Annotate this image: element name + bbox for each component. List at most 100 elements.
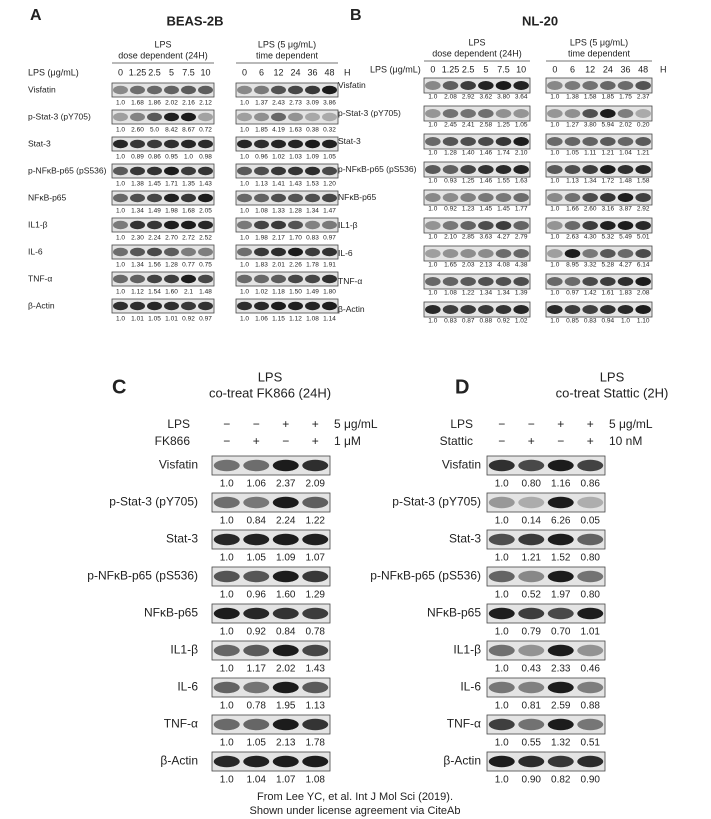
band bbox=[518, 644, 545, 657]
band bbox=[600, 193, 616, 202]
quant-value: 1.0 bbox=[240, 181, 249, 188]
band bbox=[577, 644, 604, 657]
band bbox=[425, 165, 441, 174]
quant-value: 1.0 bbox=[220, 664, 234, 675]
quant-value: 0.51 bbox=[581, 738, 601, 749]
quant-value: 0.77 bbox=[182, 262, 195, 269]
band bbox=[488, 607, 515, 620]
band bbox=[460, 305, 476, 314]
band bbox=[243, 644, 270, 657]
band bbox=[442, 249, 459, 258]
band bbox=[478, 193, 494, 202]
quant-value: 1.77 bbox=[515, 206, 528, 213]
quant-value: 1.0 bbox=[240, 262, 249, 269]
group-header: LPS (5 μg/mL) bbox=[570, 37, 628, 47]
band bbox=[577, 755, 604, 768]
quant-value: 8.42 bbox=[165, 127, 178, 134]
quant-value: 0.55 bbox=[522, 738, 542, 749]
blot bbox=[486, 455, 606, 476]
quant-value: 3.80 bbox=[497, 94, 510, 101]
lane-value: 2.5 bbox=[462, 64, 475, 74]
quant-value: 1.08 bbox=[306, 316, 319, 323]
band bbox=[305, 166, 320, 176]
band bbox=[243, 570, 270, 583]
group-header: LPS bbox=[468, 37, 485, 47]
quant-value: 2.37 bbox=[637, 94, 650, 101]
row-label: p-NFκB-p65 (pS536) bbox=[338, 164, 417, 174]
quant-value: 1.78 bbox=[306, 262, 319, 269]
treatment-sign: − bbox=[498, 417, 505, 431]
group-header: LPS bbox=[154, 39, 171, 49]
band bbox=[488, 533, 515, 546]
band bbox=[582, 277, 598, 286]
band bbox=[164, 166, 179, 176]
quant-value: 1.09 bbox=[276, 553, 296, 564]
blot bbox=[211, 566, 331, 587]
band bbox=[198, 301, 213, 311]
panel-title: co-treat Stattic (2H) bbox=[556, 385, 669, 400]
quant-value: 1.0 bbox=[550, 122, 559, 129]
band bbox=[577, 459, 604, 472]
quant-value: 1.0 bbox=[428, 206, 437, 213]
band bbox=[442, 165, 459, 174]
band bbox=[272, 570, 299, 583]
quant-value: 1.74 bbox=[497, 150, 510, 157]
band bbox=[513, 249, 529, 258]
band bbox=[600, 81, 616, 90]
band bbox=[488, 459, 515, 472]
quant-value: 0.96 bbox=[255, 154, 268, 161]
band bbox=[617, 277, 634, 286]
band bbox=[164, 274, 179, 284]
lane-value: 6 bbox=[570, 64, 575, 74]
quant-value: 1.54 bbox=[148, 289, 161, 296]
band bbox=[305, 85, 320, 95]
lane-value: 36 bbox=[307, 67, 317, 77]
unit-label: H bbox=[344, 67, 351, 77]
band bbox=[288, 220, 303, 230]
row-label: IL1-β bbox=[170, 643, 198, 657]
band bbox=[147, 220, 162, 230]
quant-value: 1.22 bbox=[462, 290, 475, 297]
row-label: Visfatin bbox=[442, 458, 481, 472]
quant-value: 0.87 bbox=[462, 318, 475, 325]
quant-value: 1.0 bbox=[428, 234, 437, 241]
band bbox=[130, 220, 145, 230]
band bbox=[164, 247, 179, 257]
panel-letter: D bbox=[455, 376, 469, 398]
quant-value: 0.38 bbox=[306, 127, 319, 134]
quant-value: 1.60 bbox=[165, 289, 178, 296]
quant-value: 2.02 bbox=[276, 664, 296, 675]
band bbox=[635, 305, 651, 314]
lane-value: 24 bbox=[290, 67, 300, 77]
treatment-sign: − bbox=[557, 434, 564, 448]
band bbox=[635, 249, 651, 258]
band bbox=[302, 607, 329, 620]
quant-value: 1.0 bbox=[116, 208, 125, 215]
lane-value: 7.5 bbox=[497, 64, 510, 74]
group-header: LPS (5 μg/mL) bbox=[258, 39, 316, 49]
quant-value: 1.48 bbox=[619, 178, 632, 185]
quant-value: 2.72 bbox=[182, 235, 195, 242]
quant-value: 1.06 bbox=[247, 479, 267, 490]
treatment-sign: + bbox=[282, 417, 289, 431]
quant-value: 4.30 bbox=[584, 234, 597, 241]
quant-value: 0.89 bbox=[131, 154, 144, 161]
unit-label: H bbox=[660, 64, 667, 74]
quant-value: 6.26 bbox=[551, 516, 571, 527]
band bbox=[213, 755, 240, 768]
quant-value: 1.21 bbox=[602, 150, 615, 157]
quant-value: 1.49 bbox=[148, 208, 161, 215]
row-label: p-NFκB-p65 (pS536) bbox=[370, 569, 481, 583]
band bbox=[237, 247, 252, 257]
quant-value: 1.0 bbox=[220, 775, 234, 786]
band bbox=[460, 277, 476, 286]
quant-value: 1.43 bbox=[289, 181, 302, 188]
quant-value: 1.0 bbox=[116, 154, 125, 161]
band bbox=[460, 81, 476, 90]
band bbox=[147, 166, 162, 176]
quant-value: 1.01 bbox=[131, 316, 144, 323]
panel-letter: C bbox=[112, 376, 126, 398]
band bbox=[547, 137, 563, 146]
quant-value: 2.26 bbox=[289, 262, 302, 269]
band bbox=[147, 274, 162, 284]
